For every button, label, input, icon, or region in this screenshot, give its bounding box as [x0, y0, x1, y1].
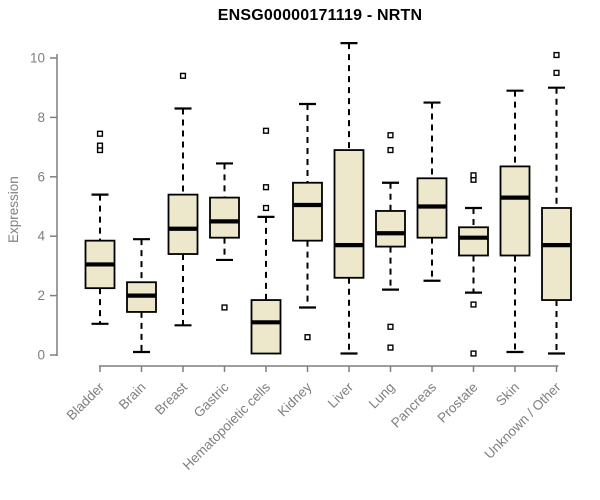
outlier-lung-0: [387, 344, 394, 351]
outlier-prostate-1: [470, 301, 477, 308]
y-tick-label: 0: [37, 348, 45, 363]
outlier-lung-1: [387, 323, 394, 330]
x-tick-label-breast: Breast: [152, 379, 190, 417]
box-gastric: [209, 196, 240, 239]
y-tick-label: 10: [30, 51, 45, 66]
box-prostate: [458, 226, 489, 257]
outlier-hematopoietic-cells-2: [262, 127, 270, 134]
x-tick-label-bladder: Bladder: [64, 379, 108, 423]
box-unknown-other: [541, 207, 572, 301]
x-tick-label-kidney: Kidney: [275, 379, 315, 419]
box-kidney: [292, 181, 323, 242]
chart-title: ENSG00000171119 - NRTN: [217, 7, 423, 24]
outlier-lung-3: [387, 132, 394, 139]
x-tick-label-lung: Lung: [366, 380, 398, 412]
outlier-bladder-2: [96, 130, 104, 137]
box-hematopoietic-cells: [250, 299, 282, 355]
x-tick-label-liver: Liver: [325, 379, 357, 411]
outlier-prostate-3: [470, 172, 477, 179]
outlier-breast-0: [179, 72, 187, 79]
box-skin: [499, 165, 531, 257]
x-tick-label-prostate: Prostate: [434, 380, 480, 426]
x-tick-label-pancreas: Pancreas: [388, 379, 439, 430]
y-tick-label: 8: [37, 110, 45, 125]
outlier-hematopoietic-cells-1: [262, 184, 270, 191]
box-lung: [375, 210, 406, 248]
outlier-prostate-0: [470, 350, 477, 357]
outlier-hematopoietic-cells-0: [262, 204, 270, 212]
x-tick-label-skin: Skin: [493, 380, 522, 409]
y-tick-label: 2: [37, 288, 45, 303]
outlier-lung-2: [387, 146, 394, 154]
outlier-gastric-0: [221, 304, 228, 311]
outlier-kidney-0: [304, 334, 311, 341]
outlier-bladder-1: [96, 142, 104, 149]
x-tick-label-gastric: Gastric: [191, 379, 232, 420]
x-tick-label-unknown-other: Unknown / Other: [481, 379, 564, 462]
outlier-unknown-other-0: [553, 69, 560, 76]
box-breast: [167, 193, 199, 255]
y-tick-label: 4: [37, 229, 45, 244]
box-liver: [333, 149, 365, 279]
outlier-unknown-other-1: [553, 51, 560, 59]
x-tick-label-brain: Brain: [116, 380, 149, 413]
y-tick-label: 6: [37, 169, 45, 184]
